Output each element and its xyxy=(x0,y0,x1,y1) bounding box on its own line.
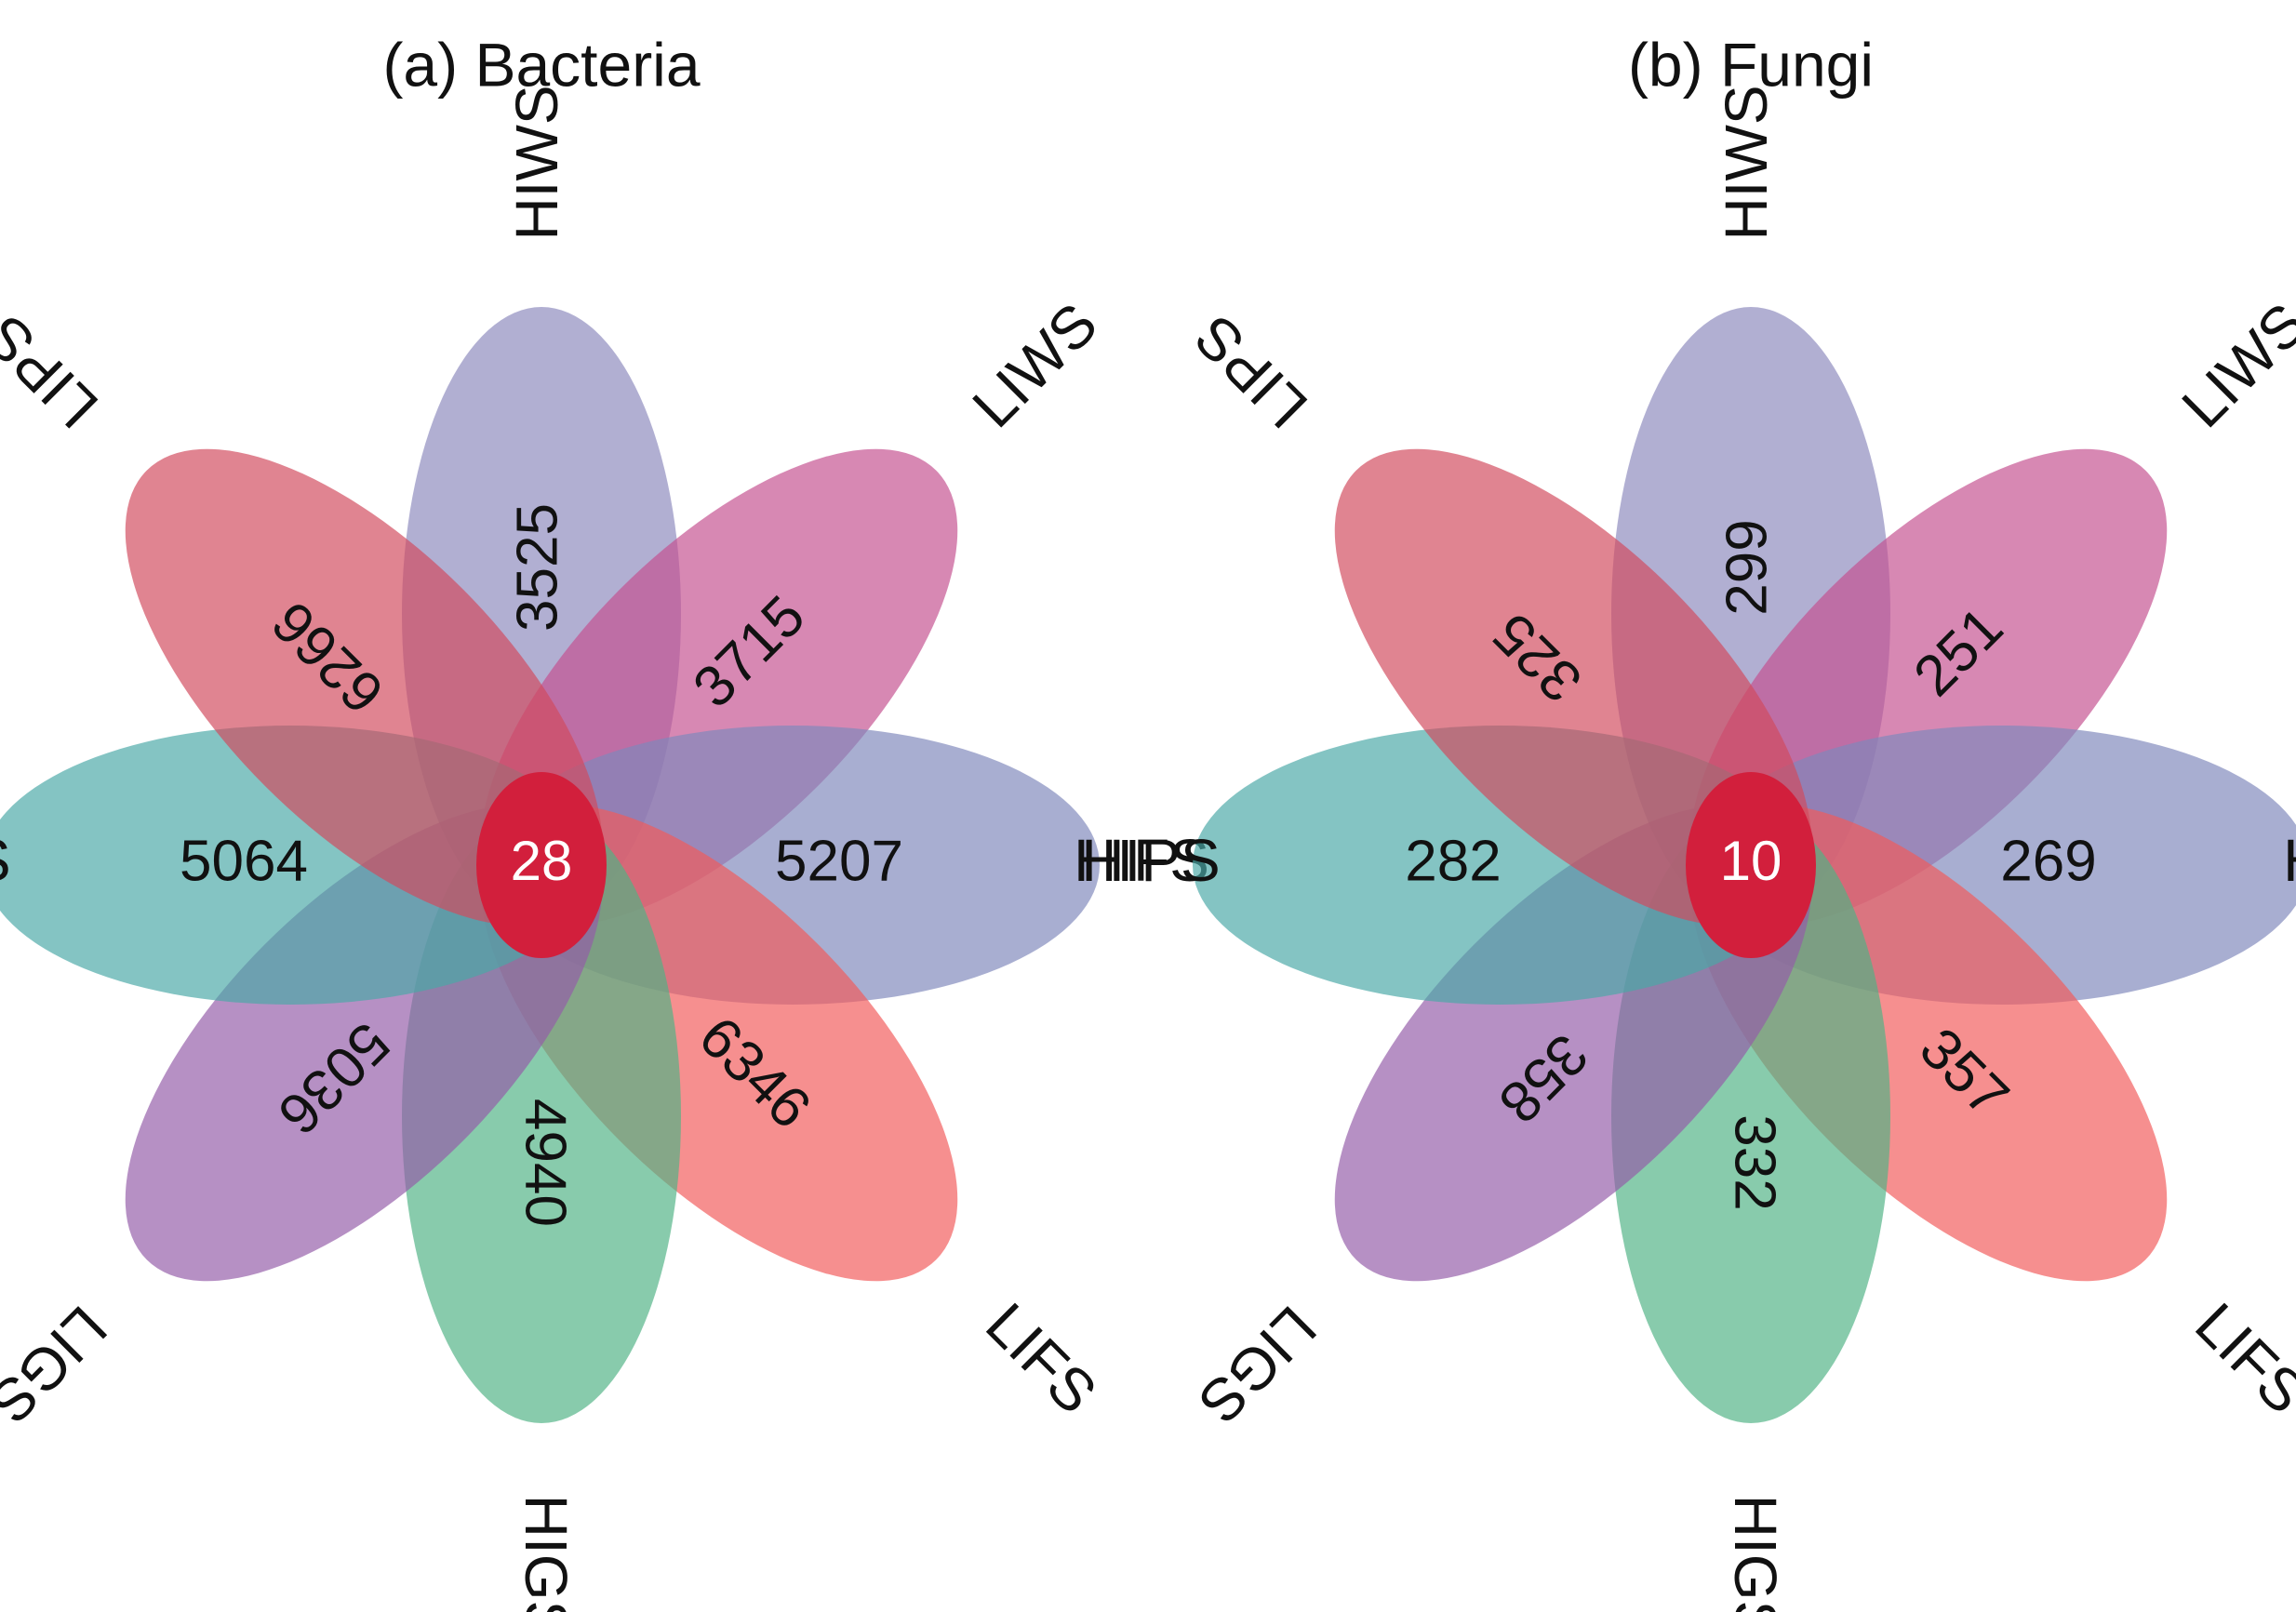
petal-count-hifs: 5207 xyxy=(775,829,903,893)
set-label-hifs: HIFS xyxy=(1074,827,1209,894)
panel-title: (b) Fungi xyxy=(1628,30,1874,99)
set-label-lifs: LIFS xyxy=(2183,1290,2296,1426)
panel-title: (a) Bacteria xyxy=(382,30,700,99)
set-label-higs: HIGS xyxy=(513,1495,580,1612)
set-label-lifs: LIFS xyxy=(973,1290,1109,1426)
set-label-hiws: HIWS xyxy=(503,85,570,240)
set-label-ligs: LIGS xyxy=(1186,1293,1329,1436)
petal-count-higs: 4940 xyxy=(514,1099,578,1227)
set-label-hiws: HIWS xyxy=(1713,85,1780,240)
petal-count-hifs: 269 xyxy=(2000,829,2096,893)
set-label-hips: HIPS xyxy=(1081,827,1220,894)
petal-count-hips: 282 xyxy=(1405,829,1501,893)
set-label-liws: LIWS xyxy=(959,290,1110,441)
set-label-lips: LIPS xyxy=(0,302,111,441)
set-label-hifs: HIFS xyxy=(2283,827,2296,894)
set-label-ligs: LIGS xyxy=(0,1293,120,1436)
set-label-lips: LIPS xyxy=(1181,302,1320,441)
petal-count-hiws: 299 xyxy=(1715,519,1779,615)
set-label-higs: HIGS xyxy=(1722,1495,1789,1612)
petals xyxy=(0,307,1100,1423)
core-intersection xyxy=(1686,772,1816,958)
core-count: 28 xyxy=(511,830,573,892)
petal-count-hiws: 3525 xyxy=(505,503,569,632)
petal-count-hips: 5064 xyxy=(180,829,308,893)
petals xyxy=(1193,307,2296,1423)
core-intersection xyxy=(476,772,607,958)
venn-panel-fungi: (b) Fungi299HIWS251LIWS269HIFS357LIFS332… xyxy=(1081,30,2296,1612)
petal-lips xyxy=(125,448,603,926)
set-label-liws: LIWS xyxy=(2169,290,2296,441)
petal-lips xyxy=(1334,448,1812,926)
set-label-hips: HIPS xyxy=(0,827,11,894)
petal-count-higs: 332 xyxy=(1723,1114,1787,1210)
core-count: 10 xyxy=(1720,830,1782,892)
